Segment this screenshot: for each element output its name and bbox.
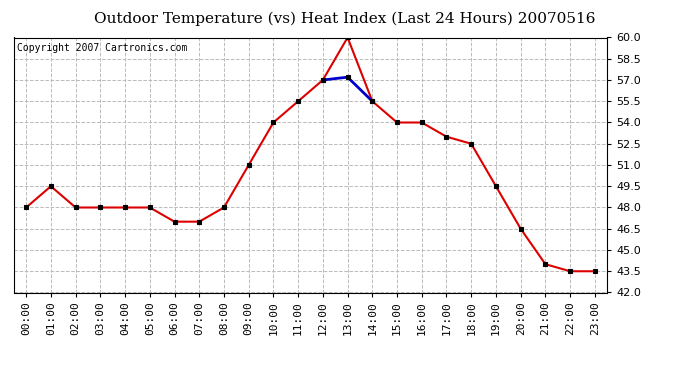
Text: Copyright 2007 Cartronics.com: Copyright 2007 Cartronics.com xyxy=(17,43,187,52)
Text: Outdoor Temperature (vs) Heat Index (Last 24 Hours) 20070516: Outdoor Temperature (vs) Heat Index (Las… xyxy=(95,11,595,26)
